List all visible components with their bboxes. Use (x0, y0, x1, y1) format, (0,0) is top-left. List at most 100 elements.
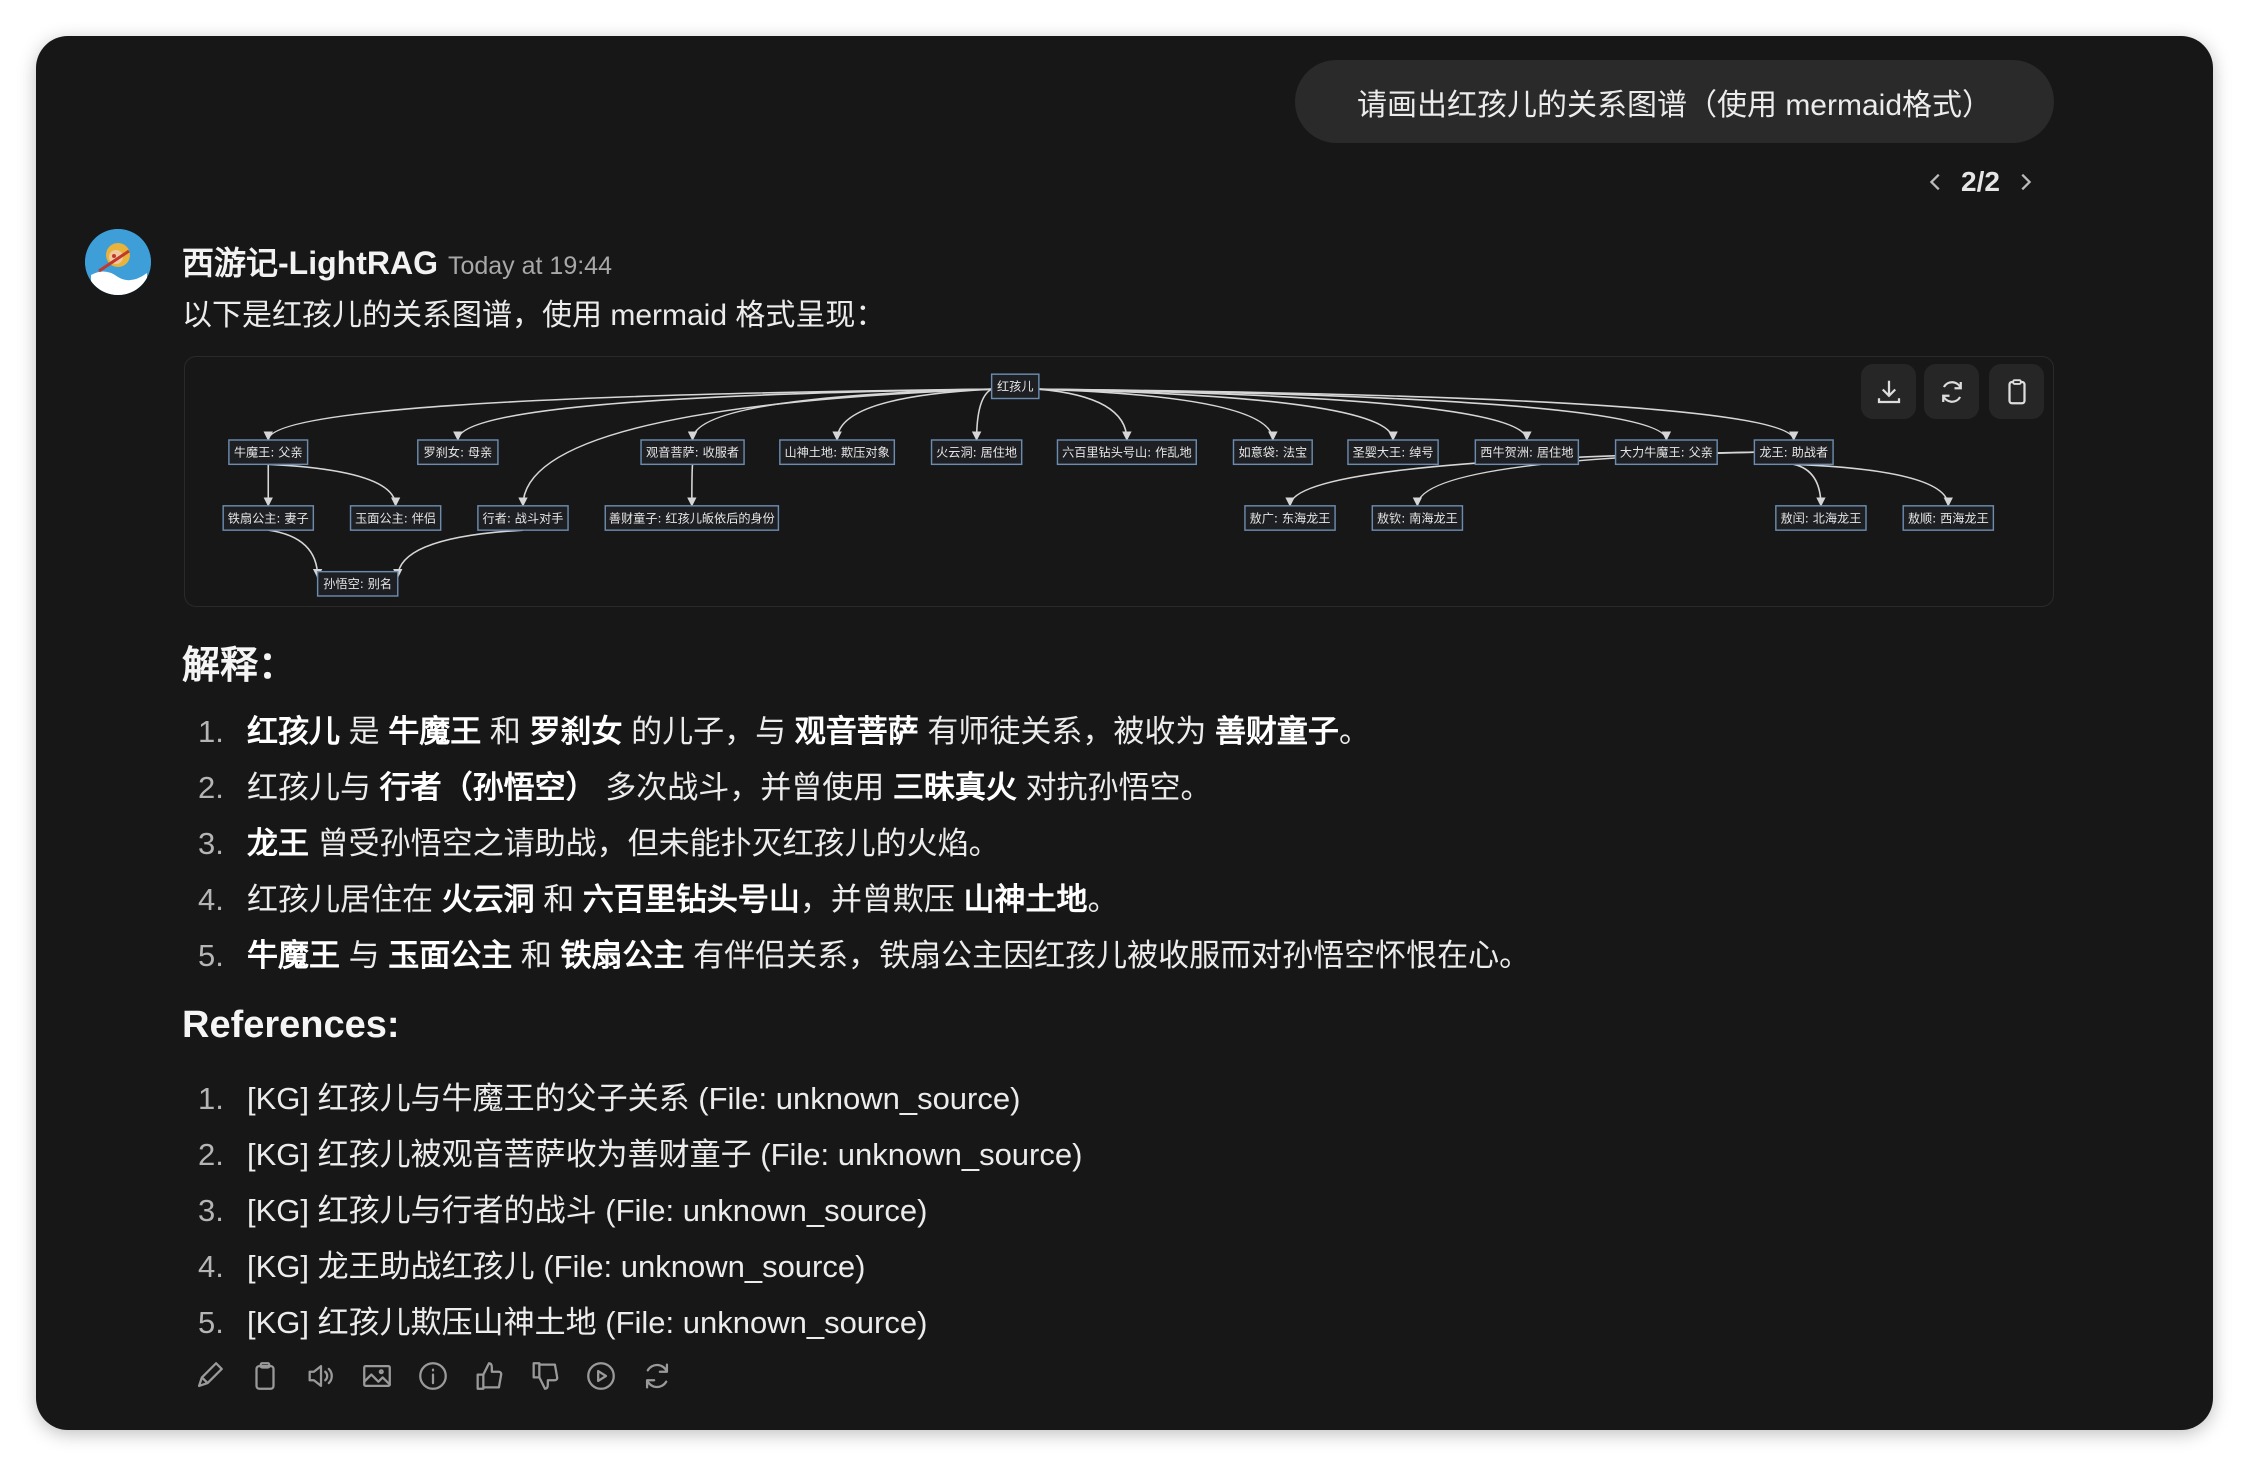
regenerate-button[interactable] (640, 1359, 676, 1395)
list-number: 5. (198, 1305, 224, 1340)
list-number: 1. (198, 1081, 224, 1116)
graph-node-tsgz: 铁扇公主: 妻子 (222, 505, 315, 531)
read-aloud-button[interactable] (304, 1359, 340, 1395)
play-icon (587, 1362, 615, 1390)
bold-term: 山神土地 (963, 882, 1088, 917)
graph-node-ymgz: 玉面公主: 伴侣 (349, 505, 442, 531)
copy-button[interactable] (248, 1359, 284, 1395)
edge-root-lbl (1038, 388, 1132, 441)
user-message-text: 请画出红孩儿的关系图谱（使用 mermaid格式） (1356, 88, 1993, 122)
reference-item: 1. [KG] 红孩儿与牛魔王的父子关系 (File: unknown_sourc… (190, 1073, 1020, 1118)
edge-root-lcn (453, 388, 992, 441)
clipboard-icon (2007, 378, 2026, 404)
bold-term: 牛魔王 (247, 938, 340, 973)
graph-node-scz: 善财童子: 红孩儿皈依后的身份 (604, 505, 780, 531)
explanation-item: 5. 牛魔王 与 玉面公主 和 铁扇公主 有伴侣关系，铁扇公主因红孩儿被收服而对孙… (190, 930, 1530, 975)
graph-node-label: 龙王: 助战者 (1759, 445, 1828, 459)
graph-node-ar: 敖闰: 北海龙王 (1775, 505, 1867, 531)
graph-node-hyd: 火云洞: 居住地 (930, 439, 1023, 466)
assistant-name: 西游记-LightRAG (182, 245, 438, 281)
chevron-left-icon[interactable] (1925, 171, 1947, 193)
bold-term: 火云洞 (441, 882, 535, 917)
edge-root-hyd (971, 388, 993, 441)
graph-node-as: 敖顺: 西海龙王 (1902, 505, 1995, 531)
edge-lw-as (1793, 463, 1953, 507)
explanation-heading: 解释： (182, 645, 297, 687)
reference-item: 2. [KG] 红孩儿被观音菩萨收为善财童子 (File: unknown_sou… (190, 1129, 1082, 1174)
refresh-icon (1941, 380, 1962, 403)
mermaid-diagram: 红孩儿 牛魔王: 父亲 罗刹女: 母亲 观音菩萨: 收服者 山神土地: 欺压对象 火云洞:… (184, 356, 2054, 607)
graph-node-label: 火云洞: 居住地 (936, 445, 1017, 459)
edge-root-xn (1038, 388, 1532, 441)
chevron-right-icon[interactable] (2014, 171, 2036, 193)
text-segment: 对抗孙悟空。 (1016, 770, 1212, 805)
graph-node-nmw: 牛魔王: 父亲 (228, 439, 309, 466)
bold-term: 龙王 (247, 826, 309, 861)
graph-node-label: 孙悟空: 别名 (323, 576, 392, 591)
edge-root-ss (832, 388, 992, 441)
text-segment: 红孩儿居住在 (247, 882, 442, 917)
graph-node-xn: 西牛贺洲: 居住地 (1474, 439, 1580, 466)
bold-term: 善财童子 (1214, 714, 1339, 749)
edge-xz-swk (393, 529, 524, 579)
bold-term: 六百里钻头号山 (582, 882, 800, 917)
graph-node-label: 观音菩萨: 收服者 (646, 444, 739, 459)
list-number: 3. (198, 826, 224, 861)
avatar (85, 229, 151, 295)
thumbs-down-icon (532, 1362, 559, 1390)
user-message-bubble: 请画出红孩儿的关系图谱（使用 mermaid格式） (1295, 60, 2054, 143)
play-button[interactable] (584, 1359, 620, 1395)
text-segment: 曾受孙悟空之请助战，但未能扑灭红孩儿的火焰。 (309, 826, 1000, 861)
text-segment: 的儿子，与 (622, 714, 795, 749)
refresh-diagram-button[interactable] (1924, 364, 1979, 419)
read-aloud-icon (308, 1364, 333, 1388)
list-number: 3. (198, 1193, 224, 1228)
bold-term: 红孩儿 (247, 714, 340, 749)
thumbs-up-icon (476, 1362, 503, 1390)
graph-node-lbl: 六百里钻头号山: 作乱地 (1056, 439, 1197, 466)
reference-text: [KG] 红孩儿欺压山神土地 (File: unknown_source) (247, 1305, 928, 1340)
text-segment: 和 (512, 938, 561, 973)
graph-node-label: 大力牛魔王: 父亲 (1620, 444, 1713, 459)
edge-root-xz (518, 388, 992, 507)
text-segment: 红孩儿与 (247, 770, 380, 805)
graph-node-root: 红孩儿 (990, 373, 1040, 400)
graph-node-sy: 圣婴大王: 绰号 (1347, 439, 1439, 466)
edge-nmw-ymgz (268, 463, 401, 507)
graph-node-ag: 敖广: 东海龙王 (1244, 505, 1336, 531)
graph-node-dl: 大力牛魔王: 父亲 (1614, 439, 1718, 466)
reference-text: [KG] 龙王助战红孩儿 (File: unknown_source) (247, 1249, 866, 1284)
graph-node-label: 敖顺: 西海龙王 (1908, 510, 1989, 525)
message-timestamp: Today at 19:44 (447, 252, 612, 280)
edge-tsgz-swk (268, 529, 323, 579)
edit-button[interactable] (192, 1359, 228, 1395)
edge-root-nmw (263, 388, 992, 441)
download-diagram-button[interactable] (1861, 364, 1916, 419)
image-button[interactable] (360, 1359, 396, 1395)
list-number: 4. (198, 882, 224, 917)
reference-item: 3. [KG] 红孩儿与行者的战斗 (File: unknown_source) (190, 1185, 927, 1230)
copy-diagram-button[interactable] (1989, 364, 2044, 419)
graph-node-label: 罗刹女: 母亲 (423, 444, 492, 459)
graph-node-label: 敖广: 东海龙王 (1250, 510, 1331, 525)
reference-text: [KG] 红孩儿与行者的战斗 (File: unknown_source) (247, 1193, 928, 1228)
graph-node-aq: 敖钦: 南海龙王 (1371, 505, 1464, 531)
thumbs-up-button[interactable] (472, 1359, 508, 1395)
bold-term: 罗刹女 (529, 714, 623, 749)
explanation-item: 3. 龙王 曾受孙悟空之请助战，但未能扑灭红孩儿的火焰。 (190, 818, 1000, 863)
references-heading: References: (182, 1004, 400, 1046)
thumbs-down-button[interactable] (528, 1359, 564, 1395)
text-segment: 和 (534, 882, 583, 917)
assistant-header: 西游记-LightRAG Today at 19:44 (182, 238, 612, 284)
edit-icon (197, 1362, 223, 1388)
text-segment: 多次战斗，并曾使用 (596, 770, 893, 805)
info-button[interactable] (416, 1359, 452, 1395)
text-segment: 。 (1338, 714, 1370, 749)
graph-node-lw: 龙王: 助战者 (1753, 439, 1834, 466)
graph-node-label: 行者: 战斗对手 (483, 511, 564, 525)
download-icon (1877, 380, 1900, 403)
graph-node-xz: 行者: 战斗对手 (477, 505, 569, 531)
list-number: 4. (198, 1249, 224, 1284)
graph-node-ryd: 如意袋: 法宝 (1232, 439, 1313, 466)
list-number: 2. (198, 770, 224, 805)
